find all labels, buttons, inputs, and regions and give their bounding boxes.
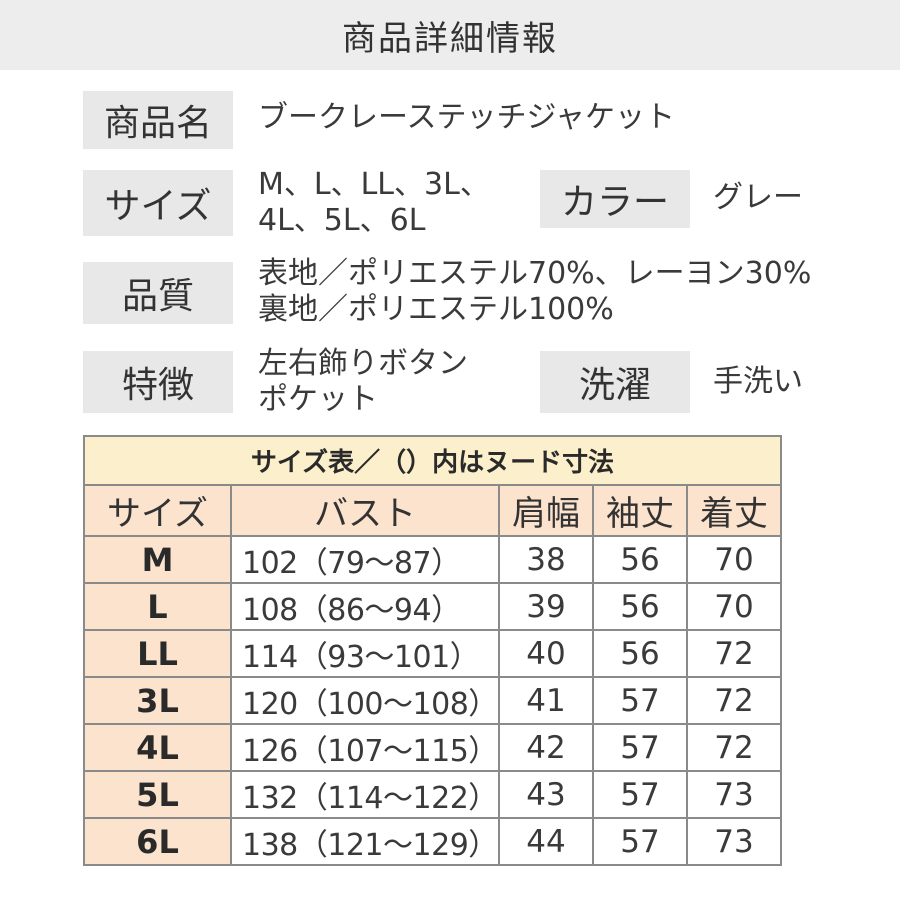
header-size: サイズ [83,484,232,537]
header-bust: バスト [230,484,500,537]
size-cell: 6L [83,817,232,866]
size-value: M、L、LL、3L、 4L、5L、6L [258,167,490,239]
shoulder-cell: 41 [498,676,594,725]
material-value-line: 表地／ポリエステル70%、レーヨン30% [258,256,812,291]
features-label: 特徴 [83,351,233,413]
length-cell: 72 [686,629,782,678]
washing-label: 洗濯 [540,351,690,413]
size-cell: 4L [83,723,232,772]
sleeve-cell: 56 [592,582,688,631]
shoulder-cell: 43 [498,770,594,819]
page-title: 商品詳細情報 [342,18,558,59]
size-cell: M [83,535,232,584]
bust-cell: 102（79～87） [230,535,500,584]
size-label: サイズ [83,170,233,236]
shoulder-cell: 39 [498,582,594,631]
length-cell: 73 [686,817,782,866]
table-row: LL 114（93～101） 40 56 72 [83,629,782,678]
length-cell: 70 [686,535,782,584]
bust-cell: 132（114～122） [230,770,500,819]
washing-value: 手洗い [713,364,803,399]
sleeve-cell: 57 [592,770,688,819]
header-length: 着丈 [686,484,782,537]
product-name-label: 商品名 [83,91,233,149]
product-name-value: ブークレーステッチジャケット [258,100,675,135]
header-shoulder: 肩幅 [498,484,594,537]
material-value: 表地／ポリエステル70%、レーヨン30% 裏地／ポリエステル100% [258,256,811,328]
bust-cell: 120（100～108） [230,676,500,725]
sleeve-cell: 57 [592,723,688,772]
shoulder-cell: 44 [498,817,594,866]
length-cell: 72 [686,723,782,772]
features-value-line: 左右飾りボタン [258,346,468,381]
sleeve-cell: 56 [592,535,688,584]
bust-cell: 114（93～101） [230,629,500,678]
table-row: 4L 126（107～115） 42 57 72 [83,723,782,772]
header-sleeve: 袖丈 [592,484,688,537]
features-value: 左右飾りボタン ポケット [258,346,468,418]
bust-cell: 126（107～115） [230,723,500,772]
shoulder-cell: 40 [498,629,594,678]
table-row: 6L 138（121～129） 44 57 73 [83,817,782,866]
size-table: サイズ表／（）内はヌード寸法 サイズ バスト 肩幅 袖丈 着丈 M 102（79… [83,435,782,866]
sleeve-cell: 56 [592,629,688,678]
size-table-title-row: サイズ表／（）内はヌード寸法 [83,435,782,486]
size-table-title: サイズ表／（）内はヌード寸法 [83,435,782,486]
table-row: 3L 120（100～108） 41 57 72 [83,676,782,725]
table-row: M 102（79～87） 38 56 70 [83,535,782,584]
length-cell: 70 [686,582,782,631]
page-header: 商品詳細情報 [0,0,900,70]
size-value-line: 4L、5L、6L [258,203,426,238]
color-label: カラー [540,170,690,228]
sleeve-cell: 57 [592,676,688,725]
size-cell: 5L [83,770,232,819]
size-cell: 3L [83,676,232,725]
shoulder-cell: 42 [498,723,594,772]
features-value-line: ポケット [258,382,378,417]
size-table-header-row: サイズ バスト 肩幅 袖丈 着丈 [83,484,782,537]
bust-cell: 108（86～94） [230,582,500,631]
sleeve-cell: 57 [592,817,688,866]
material-label: 品質 [83,262,233,324]
color-value: グレー [713,180,803,215]
table-row: 5L 132（114～122） 43 57 73 [83,770,782,819]
size-cell: L [83,582,232,631]
material-value-line: 裏地／ポリエステル100% [258,292,614,327]
size-value-line: M、L、LL、3L、 [258,167,490,202]
shoulder-cell: 38 [498,535,594,584]
table-row: L 108（86～94） 39 56 70 [83,582,782,631]
length-cell: 73 [686,770,782,819]
bust-cell: 138（121～129） [230,817,500,866]
size-cell: LL [83,629,232,678]
length-cell: 72 [686,676,782,725]
